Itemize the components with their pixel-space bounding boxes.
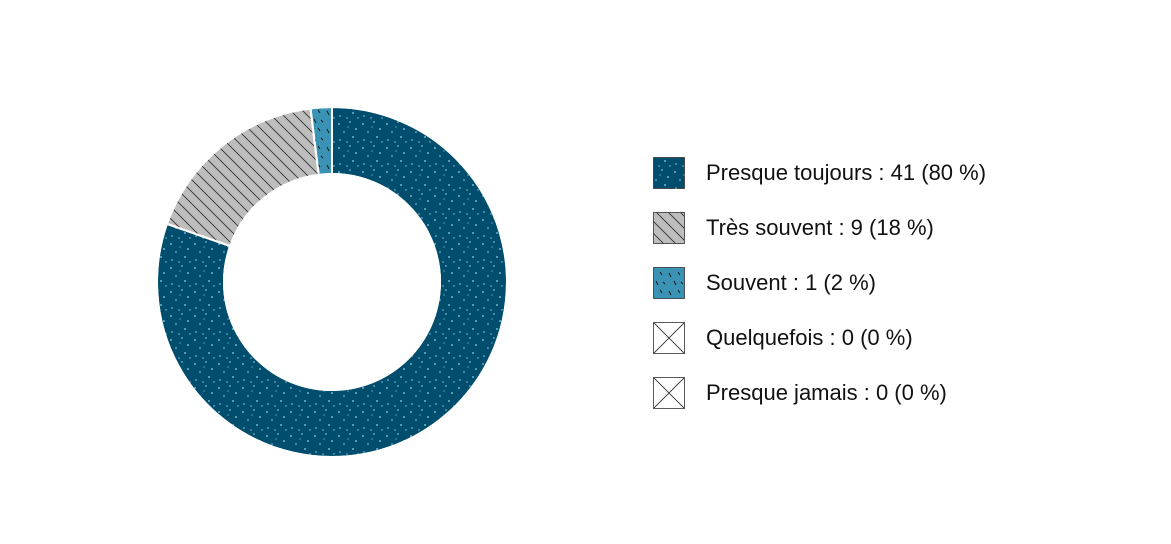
legend-label: Presque jamais : 0 (0 %) bbox=[706, 380, 947, 405]
legend-label: Très souvent : 9 (18 %) bbox=[706, 215, 934, 240]
legend-swatch-pattern bbox=[653, 212, 685, 244]
legend-swatch-pattern bbox=[653, 157, 685, 189]
legend-swatch-pattern bbox=[653, 322, 685, 354]
legend-label: Presque toujours : 41 (80 %) bbox=[706, 160, 986, 185]
legend-swatch-pattern bbox=[653, 267, 685, 299]
legend-label: Quelquefois : 0 (0 %) bbox=[706, 325, 913, 350]
slice-pattern bbox=[156, 105, 508, 458]
legend-label: Souvent : 1 (2 %) bbox=[706, 270, 876, 295]
slice-pattern bbox=[165, 107, 320, 248]
legend-swatch-pattern bbox=[653, 377, 685, 409]
